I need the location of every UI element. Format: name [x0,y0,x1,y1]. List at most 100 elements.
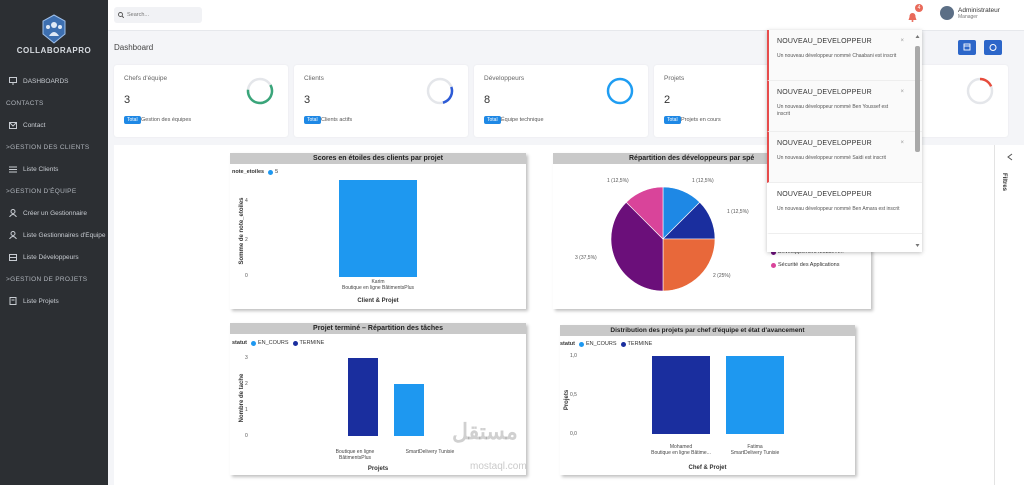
refresh-button[interactable] [984,40,1002,55]
search-box[interactable] [114,7,202,23]
user-menu[interactable]: Administrateur Manager [940,6,1000,20]
pie-chart [610,186,716,292]
notification-item[interactable]: NOUVEAU_DEVELOPPEUR Un nouveau développe… [767,81,922,132]
category-line: Fatima [747,444,763,450]
refresh-icon [989,44,997,51]
scroll-up-icon[interactable] [915,34,920,39]
legend-dot [250,340,256,346]
monitor-icon [9,77,17,85]
category-label: Karim Boutique en ligne BâtimentsPlus [300,279,456,291]
chevron-left-icon [1007,153,1013,161]
page-title: Dashboard [114,43,154,52]
bar-termine[interactable] [348,358,378,436]
bar-termine[interactable] [652,356,710,434]
sidebar-item-label: Contact [23,121,46,129]
kpi-tag: Total [124,116,141,124]
pie-legend-item: Développement Mobile A... [767,249,844,255]
filters-panel[interactable]: Filtres [994,145,1024,485]
pie-slice[interactable] [625,186,664,240]
kpi-label: Développeurs [484,75,525,82]
logo: COLLABORAPRO [0,0,108,66]
notification-bell[interactable]: 4 [908,4,923,27]
notification-body: Un nouveau développeur nommé Ben Amara e… [777,206,900,212]
chart-title: Répartition des développeurs par spé [553,153,871,164]
notification-panel: NOUVEAU_DEVELOPPEUR Un nouveau développe… [767,30,922,252]
topbar: 4 Administrateur Manager [108,0,1024,31]
legend-item: 5 [275,169,279,175]
kpi-label: Projets [664,75,685,82]
sidebar-item-liste-developpeurs[interactable]: Liste Développeurs [0,246,108,268]
notification-title: NOUVEAU_DEVELOPPEUR [777,38,872,45]
legend-item: TERMINE [627,341,653,347]
kpi-ring-chart [426,77,454,105]
chart-scores: Scores en étoiles des clients par projet… [230,153,526,309]
y-axis-title: Nombre de tache [239,373,245,423]
x-axis-title: Projets [367,466,389,472]
kpi-sub: Clients actifs [321,117,353,123]
sidebar-item-liste-gestionnaires[interactable]: Liste Gestionnaires d'Équipe [0,224,108,246]
category-line: Boutique en ligne BâtimentsPlus [342,285,414,291]
notification-item[interactable]: NOUVEAU_DEVELOPPEUR Un nouveau développe… [767,183,922,234]
notification-item[interactable]: NOUVEAU_DEVELOPPEUR Un nouveau développe… [767,132,922,183]
filters-label: Filtres [1001,173,1007,192]
legend-item: TERMINE [299,340,325,346]
bar-en-cours[interactable] [394,384,424,436]
kpi-value: 2 [664,94,671,106]
legend-title: note_etoiles [232,169,265,175]
category-label: Mohamed Boutique en ligne Bâtime... [636,444,726,456]
watermark-logo: مستقل [452,419,518,444]
sidebar-item-dashboards[interactable]: DASHBOARDS [0,70,108,92]
sidebar-section-clients: >GESTION DES CLIENTS [6,143,90,151]
sidebar-item-creer-gestionnaire[interactable]: Créer un Gestionnaire [0,202,108,224]
category-label: Boutique en ligne BâtimentsPlus [335,449,375,461]
y-tick: 1 [245,407,248,413]
sidebar-item-contact[interactable]: Contact [0,114,108,136]
sidebar-item-liste-clients[interactable]: Liste Clients [0,158,108,180]
notification-body: Un nouveau développeur nommé Saidi est i… [777,155,886,161]
kpi-ring-chart [246,77,274,105]
scroll-thumb[interactable] [915,46,920,152]
mail-icon [9,121,17,129]
legend-dot [578,341,584,347]
category-line: Karim [371,279,385,285]
legend-dot [292,340,298,346]
kpi-card-chefs: Chefs d'équipe 3 Total Gestion des équip… [114,65,288,137]
close-icon[interactable]: × [900,89,904,95]
chart-legend: statut EN_COURS TERMINE [232,340,324,346]
pie-label: 1 (12,5%) [727,209,749,215]
x-axis-title: Chef & Projet [688,465,727,471]
close-icon[interactable]: × [900,140,904,146]
calendar-button[interactable] [958,40,976,55]
sidebar-item-label: Liste Clients [23,165,59,173]
chart-title: Distribution des projets par chef d'équi… [560,325,855,336]
kpi-sub: Équipe technique [501,117,544,123]
bar[interactable] [339,180,417,277]
kpi-card-developpeurs: Développeurs 8 Total Équipe technique [474,65,648,137]
y-tick: 2 [245,237,248,243]
legend-item: Sécurité des Applications [778,262,840,268]
scrollbar[interactable] [915,34,920,248]
kpi-ring-chart [966,77,994,105]
chart-title: Scores en étoiles des clients par projet [230,153,526,164]
kpi-value: 8 [484,94,491,106]
chart-legend: note_etoiles 5 [232,169,278,175]
pie-label: 1 (12,5%) [692,178,714,184]
sidebar-item-label: Liste Projets [23,297,59,305]
kpi-ring-chart [606,77,634,105]
sidebar-item-label: Créer un Gestionnaire [23,209,87,217]
user-icon [9,209,17,217]
sidebar: COLLABORAPRO DASHBOARDS CONTACTS Contact… [0,0,108,485]
pie-slice[interactable] [610,201,664,292]
notification-item[interactable]: NOUVEAU_DEVELOPPEUR Un nouveau développe… [767,30,922,81]
scroll-down-icon[interactable] [915,243,920,248]
pie-slice[interactable] [662,238,716,292]
close-icon[interactable]: × [900,38,904,44]
search-input[interactable] [127,12,197,18]
user-role: Manager [958,13,978,20]
bell-icon [908,13,917,22]
sidebar-item-liste-projets[interactable]: Liste Projets [0,290,108,312]
user-icon [9,231,17,239]
legend-title: statut [560,341,575,347]
bar-en-cours[interactable] [726,356,784,434]
